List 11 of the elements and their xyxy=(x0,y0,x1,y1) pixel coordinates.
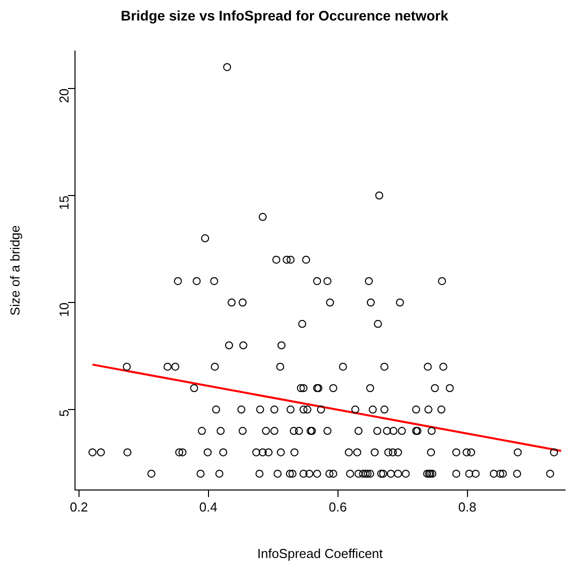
x-tick-label: 0.6 xyxy=(328,499,347,514)
x-tick-label: 0.2 xyxy=(70,499,88,514)
y-tick-label: 10 xyxy=(56,302,72,317)
x-tick-label: 0.8 xyxy=(458,499,476,514)
y-axis-title: Size of a bridge xyxy=(7,225,22,316)
x-tick-label: 0.4 xyxy=(199,499,218,514)
y-tick-label: 5 xyxy=(56,410,72,417)
y-tick-label: 15 xyxy=(56,195,72,210)
y-tick-label: 20 xyxy=(56,88,72,103)
chart-title: Bridge size vs InfoSpread for Occurence network xyxy=(120,7,448,24)
x-axis-title: InfoSpread Coefficent xyxy=(257,546,384,561)
